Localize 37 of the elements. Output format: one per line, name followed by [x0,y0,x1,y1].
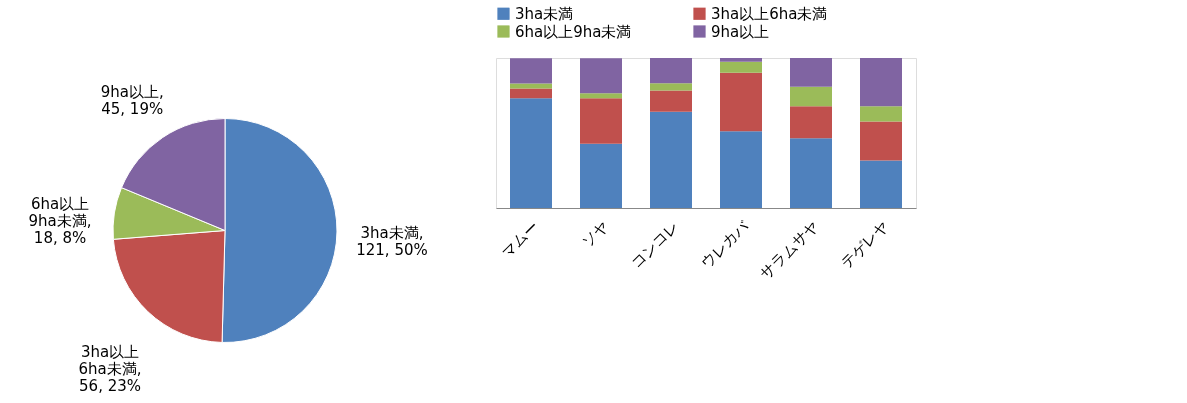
bar [720,58,762,62]
x-tick-label: マムー [497,217,543,262]
bar [790,138,832,208]
bar [580,143,622,208]
slice-label: 3ha未満, 121, 50% [356,223,428,259]
bar [790,58,832,87]
bar [580,58,622,94]
bar [650,83,692,91]
slice-label: 6ha以上9ha未満, 18, 8% [28,195,92,248]
bar [860,160,902,208]
legend-label: 9ha以上 [711,22,770,41]
bar [510,98,552,208]
bar [720,72,762,132]
bar [860,58,902,107]
bar [720,61,762,73]
legend-label: 6ha以上9ha未満 [515,22,632,41]
bar [650,90,692,112]
bar [650,111,692,208]
bar [790,106,832,139]
bar [860,121,902,161]
legend-label: 3ha以上6ha未満 [711,4,828,23]
x-tick-label: テゲレヤ [837,217,893,273]
bar [650,58,692,84]
bar [790,86,832,107]
bar [510,88,552,99]
bar [510,58,552,84]
x-tick-label: ソヤ [578,217,613,252]
bar [860,106,902,122]
bar [580,98,622,144]
bar [580,93,622,99]
x-tick-label: サラムサヤ [756,217,823,283]
bar [720,131,762,208]
x-tick-label: コンコレ [627,217,683,273]
x-tick-label: ウレカバ [697,216,754,273]
legend-label: 3ha未満 [515,4,574,23]
slice-label: 9ha以上, 45, 19% [100,82,164,118]
slice-label: 3ha以上6ha未満, 56, 23% [78,342,142,395]
